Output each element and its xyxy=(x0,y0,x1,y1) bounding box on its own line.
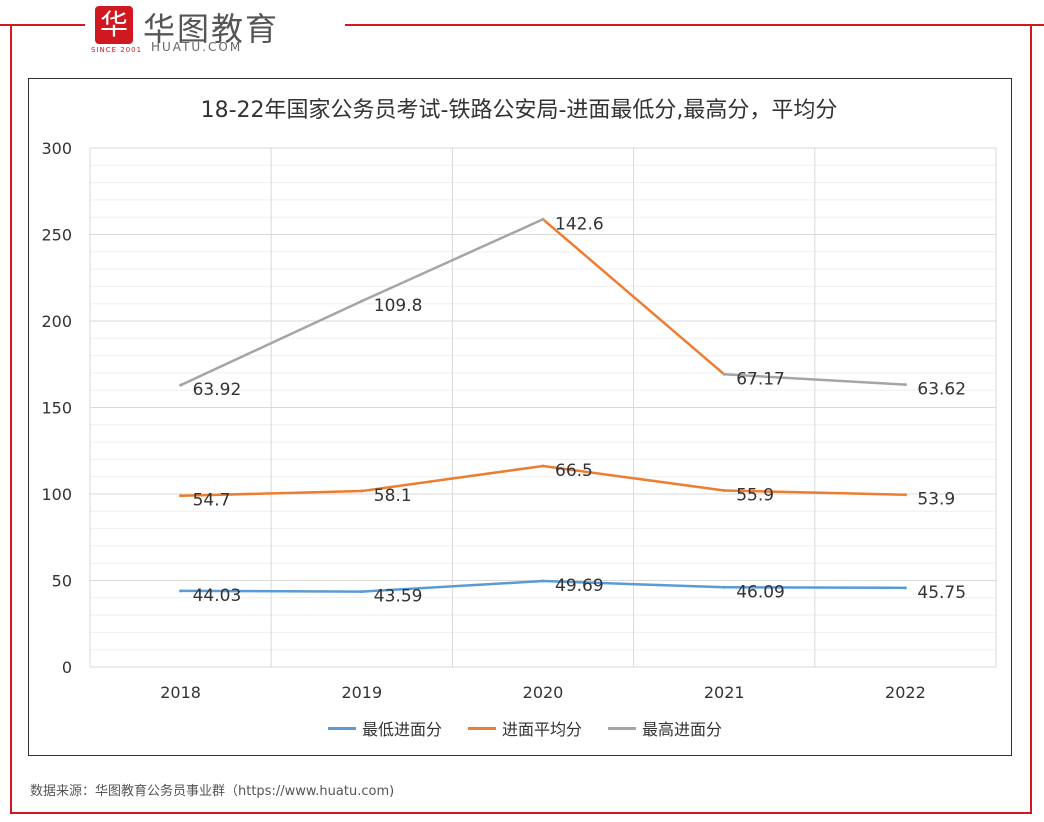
series-line-segment xyxy=(179,589,364,593)
series-line-segment xyxy=(722,373,907,386)
series-line-segment xyxy=(179,299,364,387)
data-label: 63.62 xyxy=(917,380,966,400)
legend-swatch-avg xyxy=(468,726,497,730)
series-line-segment xyxy=(179,489,364,497)
huatu-logo-icon: 华 xyxy=(95,6,133,44)
data-label: 67.17 xyxy=(736,369,785,389)
data-point xyxy=(903,586,907,590)
data-label: 66.5 xyxy=(555,461,593,481)
series-points xyxy=(179,217,907,594)
frame-right-border xyxy=(1030,24,1032,814)
x-tick-label: 2022 xyxy=(885,683,926,702)
data-point xyxy=(360,590,364,594)
series-line-segment xyxy=(360,218,545,303)
data-point xyxy=(360,489,364,493)
logo-name-en: HUATU.COM xyxy=(151,40,243,54)
chart-area xyxy=(28,78,1012,756)
x-tick-label: 2018 xyxy=(160,683,201,702)
data-label: 44.03 xyxy=(193,586,242,606)
data-point xyxy=(541,217,545,221)
data-point xyxy=(722,372,726,376)
frame-left-border xyxy=(10,24,12,814)
frame-top-border xyxy=(0,24,1044,26)
data-point xyxy=(722,585,726,589)
series-line-segment xyxy=(541,218,726,376)
y-tick-label: 300 xyxy=(41,139,72,158)
data-point xyxy=(179,383,183,387)
y-tick-label: 200 xyxy=(41,312,72,331)
huatu-logo: 华 SINCE 2001 华图教育 HUATU.COM xyxy=(85,2,345,56)
y-axis-ticks: 0 50 100 150 200 250 300 xyxy=(41,139,72,677)
data-point xyxy=(179,494,183,498)
legend-item-avg: 进面平均分 xyxy=(468,716,582,740)
data-label: 55.9 xyxy=(736,486,774,506)
legend-label-max: 最高进面分 xyxy=(642,720,723,739)
data-point xyxy=(903,493,907,497)
legend-label-avg: 进面平均分 xyxy=(502,720,583,739)
legend-label-min: 最低进面分 xyxy=(362,720,443,739)
data-label: 53.9 xyxy=(917,490,955,510)
data-label: 54.7 xyxy=(193,491,231,511)
legend-item-max: 最高进面分 xyxy=(608,716,722,740)
data-point xyxy=(722,489,726,493)
chart-title: 18-22年国家公务员考试-铁路公安局-进面最低分,最高分，平均分 xyxy=(200,98,838,123)
data-label: 63.92 xyxy=(193,380,242,400)
data-label: 43.59 xyxy=(374,587,423,607)
series-line-segment xyxy=(722,489,907,496)
data-label: 46.09 xyxy=(736,582,785,602)
legend-swatch-max xyxy=(608,726,637,730)
data-label: 49.69 xyxy=(555,576,604,596)
series-line-segment xyxy=(360,464,545,493)
data-point xyxy=(360,299,364,303)
frame-bottom-border xyxy=(10,812,1032,814)
chart-legend: 最低进面分 进面平均分 最高进面分 xyxy=(328,716,722,740)
logo-name-cn: 华图教育 xyxy=(143,10,280,48)
data-label: 142.6 xyxy=(555,214,604,234)
series-line-segment xyxy=(541,464,726,492)
source-note: 数据来源：华图教育公务员事业群（https://www.huatu.com) xyxy=(30,784,395,799)
x-tick-label: 2021 xyxy=(704,683,745,702)
series-lines xyxy=(179,218,907,593)
x-tick-label: 2020 xyxy=(523,683,564,702)
data-point xyxy=(903,383,907,387)
series-line-segment xyxy=(541,579,726,589)
data-point xyxy=(541,579,545,583)
data-labels: 44.03 43.59 49.69 46.09 45.75 54.7 58.1 66.5 55.… xyxy=(193,214,966,606)
legend-swatch-min xyxy=(328,726,356,730)
y-tick-label: 250 xyxy=(41,226,72,245)
data-label: 58.1 xyxy=(374,486,412,506)
series-line-segment xyxy=(360,579,545,593)
data-point xyxy=(541,464,545,468)
y-tick-label: 100 xyxy=(41,485,72,504)
y-tick-label: 50 xyxy=(52,572,72,591)
data-point xyxy=(179,589,183,593)
x-tick-label: 2019 xyxy=(341,683,382,702)
data-label: 45.75 xyxy=(917,583,966,603)
series-line-segment xyxy=(722,586,907,590)
data-label: 109.8 xyxy=(374,296,423,316)
legend-item-min: 最低进面分 xyxy=(328,716,442,740)
logo-since: SINCE 2001 xyxy=(91,46,143,54)
x-axis-ticks: 2018 2019 2020 2021 2022 xyxy=(160,683,926,702)
y-tick-label: 0 xyxy=(62,658,72,677)
y-tick-label: 150 xyxy=(41,399,72,418)
